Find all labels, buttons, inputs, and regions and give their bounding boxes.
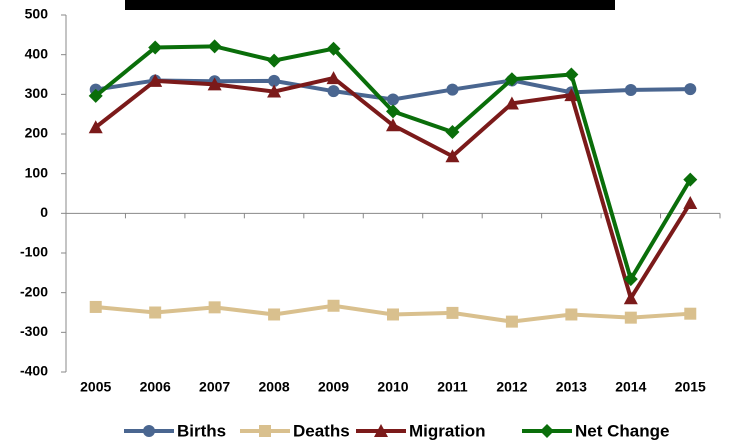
y-tick-label: -200 (20, 283, 48, 299)
data-point (505, 315, 518, 328)
legend-label: Births (177, 421, 226, 440)
x-tick-label: 2013 (556, 379, 587, 395)
x-tick-label: 2007 (199, 379, 230, 395)
data-point (445, 125, 460, 140)
data-point (623, 272, 638, 287)
y-tick-label: 300 (25, 85, 49, 101)
data-point (148, 73, 163, 87)
legend-marker (143, 425, 155, 437)
y-tick-label: -100 (20, 244, 48, 260)
data-point (267, 84, 282, 98)
legend-marker (259, 425, 271, 437)
cropped-title-bar (125, 0, 615, 10)
data-point (149, 306, 162, 319)
x-tick-label: 2006 (140, 379, 171, 395)
y-tick-label: -400 (20, 363, 48, 379)
data-point (684, 307, 697, 320)
data-point (208, 301, 221, 314)
y-tick-label: 500 (25, 6, 49, 22)
data-point (504, 72, 519, 87)
data-point (207, 77, 222, 91)
data-point (684, 83, 697, 96)
data-point (624, 83, 637, 96)
legend-marker (374, 424, 388, 437)
data-point (446, 306, 459, 319)
data-point (623, 291, 638, 305)
data-point (148, 40, 163, 55)
data-point (504, 96, 519, 110)
data-point (386, 118, 400, 132)
y-tick-label: 200 (25, 125, 49, 141)
y-tick-label: 0 (40, 204, 48, 220)
x-tick-label: 2014 (615, 379, 646, 395)
data-point (446, 83, 459, 96)
data-point (267, 53, 282, 68)
y-tick-label: -300 (20, 323, 48, 339)
data-point (268, 74, 281, 87)
x-tick-label: 2015 (675, 379, 706, 395)
data-point (268, 308, 281, 321)
data-point (683, 172, 698, 187)
legend-label: Deaths (293, 421, 350, 440)
data-point (326, 41, 341, 56)
data-point (564, 67, 579, 82)
y-tick-label: 400 (25, 45, 49, 61)
data-point (387, 308, 399, 321)
data-point (88, 88, 103, 103)
data-point (386, 104, 400, 119)
data-point (327, 85, 340, 98)
data-point (624, 311, 637, 324)
data-point (327, 299, 340, 312)
legend-marker (540, 424, 554, 438)
data-point (683, 196, 698, 210)
data-point (445, 149, 460, 163)
x-tick-label: 2008 (259, 379, 290, 395)
x-tick-label: 2009 (318, 379, 349, 395)
data-point (207, 39, 222, 54)
x-tick-label: 2005 (80, 379, 111, 395)
legend-label: Migration (409, 421, 486, 440)
data-point (326, 71, 341, 85)
data-point (565, 308, 578, 321)
legend-label: Net Change (575, 421, 669, 440)
x-tick-label: 2012 (496, 379, 527, 395)
data-point (564, 88, 579, 102)
data-point (387, 93, 399, 106)
data-point (88, 120, 103, 134)
data-point (89, 300, 102, 313)
x-tick-label: 2011 (437, 379, 468, 395)
x-tick-label: 2010 (377, 379, 408, 395)
y-tick-label: 100 (25, 164, 49, 180)
